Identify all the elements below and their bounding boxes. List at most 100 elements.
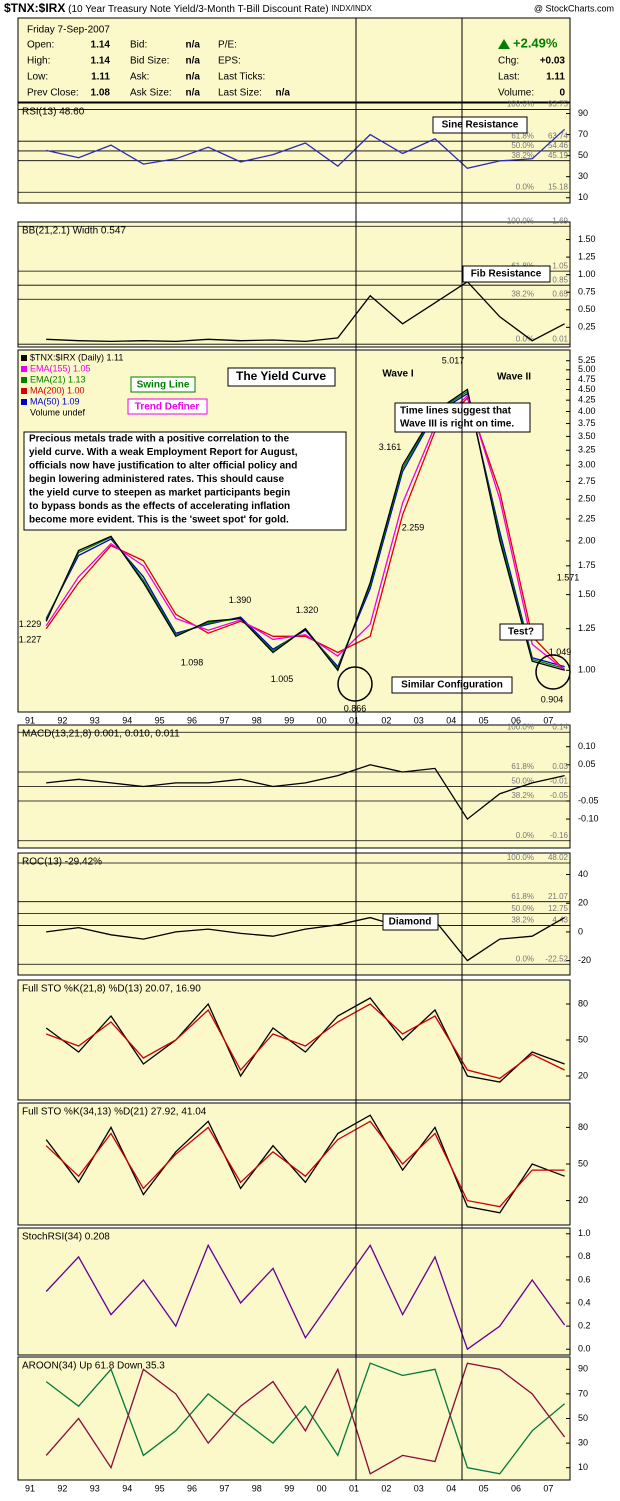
- quote-label: Last Size:: [218, 88, 262, 99]
- annotation-box: [23, 431, 347, 531]
- extreme-label: 1.005: [271, 674, 294, 684]
- level-value: 45.19: [548, 151, 569, 160]
- legend-entry: MA(200) 1.00: [30, 385, 85, 395]
- y-tick-label: 1.50: [578, 234, 596, 244]
- quote-value: n/a: [276, 88, 291, 99]
- y-tick-label: 0.4: [578, 1297, 591, 1307]
- annotation-line: become more evident. This is the 'sweet …: [29, 515, 289, 526]
- level-value: 54.46: [548, 141, 569, 150]
- y-tick-label: 2.50: [578, 494, 596, 504]
- extreme-label: 0.866: [344, 704, 367, 714]
- y-tick-label: 50: [578, 1413, 588, 1423]
- quote-label: Ask:: [130, 72, 149, 83]
- y-tick-label: -20: [578, 955, 591, 965]
- level-value: 0.01: [552, 334, 568, 343]
- annotation: Test?: [508, 627, 534, 638]
- y-tick-label: 2.75: [578, 476, 596, 486]
- paragraph: Precious metals trade with a positive co…: [29, 434, 298, 526]
- y-tick-label: 0.2: [578, 1321, 591, 1331]
- quote-label: Prev Close:: [27, 88, 79, 99]
- legend-swatch: [21, 399, 27, 405]
- extreme-label: 1.229: [19, 619, 42, 629]
- level-value: 1.69: [552, 216, 568, 225]
- quote-label: High:: [27, 56, 50, 67]
- annotation-box: [499, 623, 544, 641]
- extreme-label: 2.259: [402, 523, 425, 533]
- quote-panel: [17, 17, 571, 103]
- annotation: Time lines suggest that: [400, 406, 512, 417]
- panel-title: StochRSI(34) 0.208: [22, 1232, 110, 1243]
- extreme-label: 3.161: [379, 442, 402, 452]
- series-line: [46, 128, 566, 170]
- quote-value: 0: [559, 88, 565, 99]
- x-tick-label: 97: [219, 1483, 229, 1493]
- y-tick-label: 3.75: [578, 418, 596, 428]
- circle-marker: [535, 654, 571, 690]
- panel: [17, 1227, 571, 1356]
- quote-value: 1.14: [91, 56, 111, 67]
- level-label: 61.8%: [511, 892, 534, 901]
- y-tick-label: 2.00: [578, 535, 596, 545]
- y-tick-label: 0.0: [578, 1344, 591, 1354]
- level-label: 38.2%: [511, 916, 534, 925]
- exchange: INDX/INDX: [331, 4, 372, 13]
- quote-value: n/a: [186, 56, 201, 67]
- annotation-line: officials now have justification to alte…: [29, 461, 297, 472]
- y-tick-label: 1.00: [578, 269, 596, 279]
- x-tick-label: 96: [187, 715, 197, 725]
- circle-marker: [337, 666, 373, 702]
- annotation: Wave III is right on time.: [400, 419, 514, 430]
- change-percent: +2.49%: [513, 35, 558, 50]
- quote-label: P/E:: [218, 40, 237, 51]
- legend-entry: $TNX:$IRX (Daily) 1.11: [30, 352, 123, 362]
- y-tick-label: 10: [578, 1462, 588, 1472]
- x-tick-label: 96: [187, 1483, 197, 1493]
- quote-value: n/a: [186, 72, 201, 83]
- legend-entry: EMA(21) 1.13: [30, 374, 86, 384]
- level-value: 0.14: [552, 722, 568, 731]
- panel: [17, 221, 571, 348]
- extreme-label: 1.320: [296, 605, 319, 615]
- quote-value: 1.14: [91, 40, 111, 51]
- panel-title: MACD(13,21,8) 0.001, 0.010, 0.011: [22, 729, 180, 740]
- x-tick-label: 04: [446, 715, 456, 725]
- x-tick-label: 07: [543, 715, 553, 725]
- x-tick-label: 99: [284, 715, 294, 725]
- y-tick-label: 0.8: [578, 1251, 591, 1261]
- level-label: 38.2%: [511, 151, 534, 160]
- y-tick-label: 5.00: [578, 364, 596, 374]
- y-tick-label: 50: [578, 1158, 588, 1168]
- extreme-label: 1.098: [181, 657, 204, 667]
- quote-value: n/a: [186, 40, 201, 51]
- legend-swatch: [21, 388, 27, 394]
- x-tick-label: 94: [122, 715, 132, 725]
- series-line: [45, 1362, 566, 1475]
- legend-swatch: [21, 377, 27, 383]
- annotation: Similar Configuration: [401, 680, 503, 691]
- annotation-box: [127, 398, 208, 415]
- x-tick-label: 06: [511, 715, 521, 725]
- annotation: Wave I: [382, 369, 414, 380]
- quote-label: Ask Size:: [130, 88, 172, 99]
- legend-entry: MA(50) 1.09: [30, 396, 80, 406]
- level-label: 0.0%: [516, 831, 534, 840]
- annotation-box: [382, 913, 439, 931]
- annotation: Trend Definer: [135, 402, 200, 413]
- y-tick-label: -0.05: [578, 795, 599, 805]
- annotation-box: [227, 367, 336, 387]
- x-tick-label: 92: [57, 1483, 67, 1493]
- y-tick-label: 4.25: [578, 395, 596, 405]
- y-tick-label: 3.25: [578, 445, 596, 455]
- x-tick-label: 91: [25, 1483, 35, 1493]
- level-value: 1.05: [552, 261, 568, 270]
- panel-title: AROON(34) Up 61.8 Down 35.3: [22, 1361, 165, 1372]
- annotation-box: [432, 116, 528, 134]
- annotation: Swing Line: [137, 380, 190, 391]
- y-tick-label: 20: [578, 1195, 588, 1205]
- x-tick-label: 01: [349, 715, 359, 725]
- panel-title: RSI(13) 48.60: [22, 107, 85, 118]
- y-tick-label: 30: [578, 1437, 588, 1447]
- level-value: 0.65: [552, 289, 568, 298]
